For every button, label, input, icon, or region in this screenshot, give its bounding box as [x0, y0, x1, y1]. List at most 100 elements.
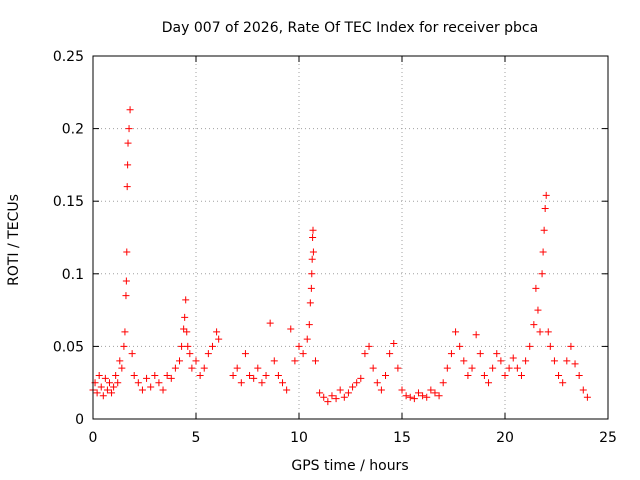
data-point	[373, 379, 381, 387]
data-point	[291, 357, 299, 365]
data-point	[559, 379, 567, 387]
data-point	[299, 350, 307, 358]
data-point	[97, 383, 105, 391]
data-point	[124, 161, 132, 169]
axis-ticks	[92, 55, 609, 420]
y-tick-label: 0.05	[53, 339, 84, 355]
data-point	[303, 335, 311, 343]
data-point	[539, 248, 547, 256]
data-point	[181, 313, 189, 321]
y-tick-labels: 0 0.05 0.1 0.15 0.2 0.25	[53, 49, 84, 428]
data-point	[447, 350, 455, 358]
data-point	[575, 371, 583, 379]
data-point	[95, 371, 103, 379]
data-point	[138, 386, 146, 394]
data-point	[159, 386, 167, 394]
data-point	[213, 328, 221, 336]
data-point	[155, 379, 163, 387]
data-point	[530, 321, 538, 329]
data-point	[307, 284, 315, 292]
data-point	[460, 357, 468, 365]
data-point	[246, 371, 254, 379]
data-point	[423, 393, 431, 401]
data-point	[99, 392, 107, 400]
data-point	[336, 386, 344, 394]
chart-title: Day 007 of 2026, Rate Of TEC Index for r…	[162, 20, 538, 36]
x-tick-label: 5	[192, 430, 201, 446]
data-point	[208, 342, 216, 350]
data-point	[305, 321, 313, 329]
data-point	[361, 350, 369, 358]
data-point	[287, 325, 295, 333]
data-point	[546, 342, 554, 350]
data-point	[122, 292, 130, 300]
data-point	[414, 389, 422, 397]
y-axis-label: ROTI / TECUs	[6, 194, 22, 286]
data-point	[509, 354, 517, 362]
y-tick-label: 0.1	[62, 267, 84, 283]
data-point	[443, 364, 451, 372]
data-point	[583, 393, 591, 401]
data-point	[309, 248, 317, 256]
data-point	[258, 379, 266, 387]
data-point	[544, 328, 552, 336]
data-point	[204, 350, 212, 358]
data-point	[105, 379, 113, 387]
data-point	[163, 371, 171, 379]
data-point	[480, 371, 488, 379]
data-point	[540, 226, 548, 234]
y-tick-label: 0.2	[62, 122, 84, 138]
data-point	[522, 357, 530, 365]
data-point	[123, 183, 131, 191]
data-point	[541, 204, 549, 212]
data-point	[365, 342, 373, 350]
data-point	[320, 393, 328, 401]
data-point	[143, 374, 151, 382]
data-point	[505, 364, 513, 372]
data-point	[542, 191, 550, 199]
data-point	[250, 374, 258, 382]
data-point	[309, 226, 317, 234]
data-point	[180, 325, 188, 333]
data-point	[349, 383, 357, 391]
data-point	[266, 319, 274, 327]
data-point	[493, 350, 501, 358]
data-point	[369, 364, 377, 372]
data-point	[188, 364, 196, 372]
y-tick-label: 0.25	[53, 49, 84, 65]
data-point	[241, 350, 249, 358]
data-point	[472, 331, 480, 339]
data-points	[89, 106, 591, 406]
data-point	[394, 364, 402, 372]
grid	[93, 56, 608, 419]
data-point	[344, 389, 352, 397]
data-point	[390, 339, 398, 347]
data-point	[108, 389, 116, 397]
data-point	[178, 342, 186, 350]
data-point	[555, 371, 563, 379]
data-point	[406, 393, 414, 401]
data-point	[215, 335, 223, 343]
data-point	[579, 386, 587, 394]
data-point	[340, 393, 348, 401]
data-point	[110, 383, 118, 391]
data-point	[497, 357, 505, 365]
data-point	[567, 342, 575, 350]
data-point	[176, 357, 184, 365]
data-point	[517, 371, 525, 379]
data-point	[295, 342, 303, 350]
data-point	[101, 374, 109, 382]
data-point	[151, 371, 159, 379]
data-point	[196, 371, 204, 379]
data-point	[456, 342, 464, 350]
plot-frame	[92, 55, 609, 420]
data-point	[112, 371, 120, 379]
data-point	[316, 389, 324, 397]
data-point	[452, 328, 460, 336]
data-point	[435, 392, 443, 400]
data-point	[534, 306, 542, 314]
data-point	[233, 364, 241, 372]
data-point	[134, 379, 142, 387]
data-point	[468, 364, 476, 372]
